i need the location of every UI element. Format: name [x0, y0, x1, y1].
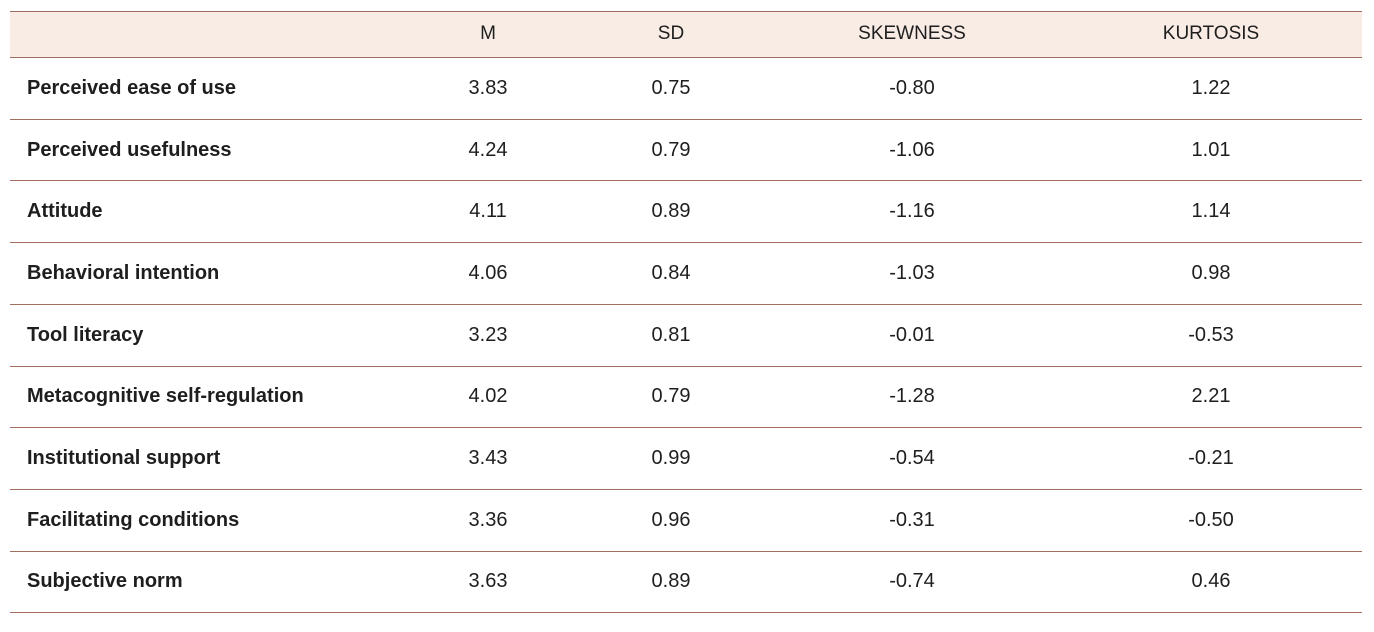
value-cell: 1.01 — [1191, 138, 1231, 161]
value-cell: -0.53 — [1188, 323, 1234, 346]
value-cell: 3.63 — [468, 570, 508, 593]
row-label: Institutional support — [27, 447, 221, 470]
column-header: SD — [657, 23, 685, 44]
value-cell: -0.21 — [1188, 447, 1234, 470]
value-cell: 0.81 — [651, 323, 691, 346]
value-cell: -0.80 — [889, 76, 935, 99]
value-cell: 0.79 — [651, 138, 691, 161]
row-rule — [10, 427, 1362, 428]
value-cell: -0.74 — [889, 570, 935, 593]
value-cell: -1.03 — [889, 261, 935, 284]
header-bottom-rule — [10, 57, 1362, 58]
value-cell: 3.83 — [468, 76, 508, 99]
value-cell: -1.06 — [889, 138, 935, 161]
row-rule — [10, 612, 1362, 613]
value-cell: 1.22 — [1191, 76, 1231, 99]
row-label: Subjective norm — [27, 570, 183, 593]
row-rule — [10, 366, 1362, 367]
row-label: Metacognitive self-regulation — [27, 385, 304, 408]
row-label: Perceived ease of use — [27, 76, 237, 99]
row-label: Facilitating conditions — [27, 508, 240, 531]
value-cell: 0.99 — [651, 447, 691, 470]
value-cell: 3.43 — [468, 447, 508, 470]
row-rule — [10, 119, 1362, 120]
row-rule — [10, 489, 1362, 490]
column-header: M — [480, 23, 496, 44]
row-rule — [10, 304, 1362, 305]
value-cell: 0.46 — [1191, 570, 1231, 593]
value-cell: -0.01 — [889, 323, 935, 346]
value-cell: -0.31 — [889, 508, 935, 531]
value-cell: 0.98 — [1191, 261, 1231, 284]
value-cell: 0.84 — [651, 261, 691, 284]
column-header: SKEWNESS — [858, 23, 966, 44]
value-cell: -1.16 — [889, 200, 935, 223]
row-rule — [10, 551, 1362, 552]
row-rule — [10, 242, 1362, 243]
value-cell: 0.89 — [651, 570, 691, 593]
value-cell: 0.79 — [651, 385, 691, 408]
value-cell: 0.89 — [651, 200, 691, 223]
value-cell: 1.14 — [1191, 200, 1231, 223]
value-cell: 4.02 — [468, 385, 508, 408]
value-cell: -0.54 — [889, 447, 935, 470]
row-label: Tool literacy — [27, 323, 144, 346]
header-background — [10, 12, 1362, 57]
row-label: Behavioral intention — [27, 261, 220, 284]
column-header: KURTOSIS — [1162, 23, 1260, 44]
value-cell: -0.50 — [1188, 508, 1234, 531]
value-cell: 0.96 — [651, 508, 691, 531]
value-cell: -1.28 — [889, 385, 935, 408]
row-label: Perceived usefulness — [27, 138, 232, 161]
row-label: Attitude — [27, 200, 103, 223]
value-cell: 2.21 — [1191, 385, 1231, 408]
value-cell: 4.11 — [469, 200, 507, 223]
value-cell: 3.36 — [468, 508, 508, 531]
row-rule — [10, 180, 1362, 181]
value-cell: 4.06 — [468, 261, 508, 284]
header-top-rule — [10, 11, 1362, 12]
value-cell: 3.23 — [468, 323, 508, 346]
value-cell: 0.75 — [651, 76, 691, 99]
value-cell: 4.24 — [468, 138, 508, 161]
